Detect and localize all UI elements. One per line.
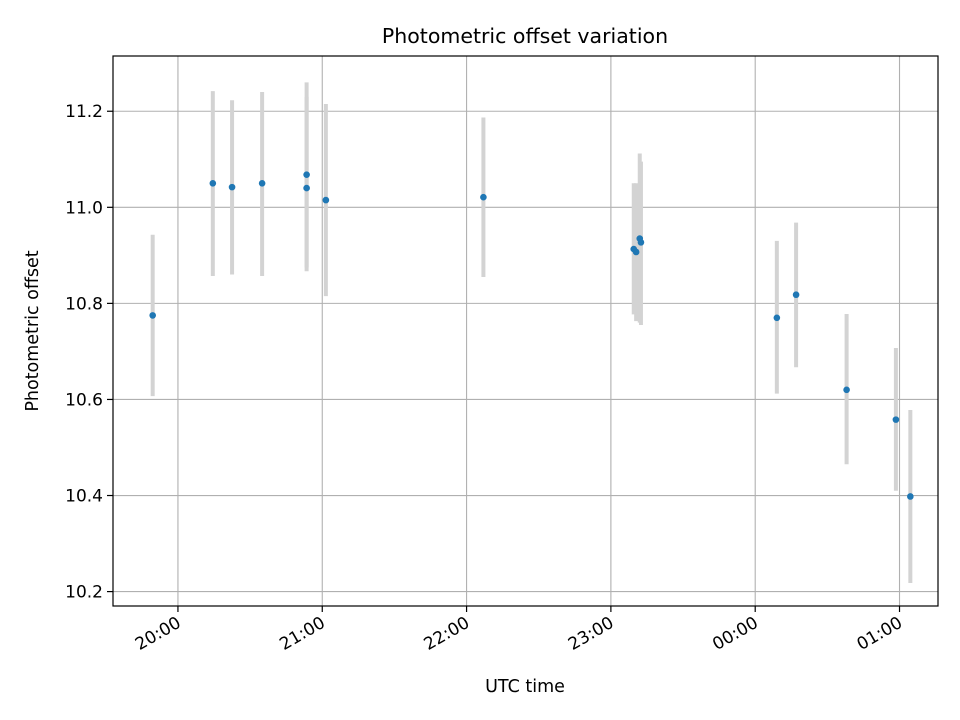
data-point bbox=[303, 171, 310, 178]
data-point bbox=[637, 239, 645, 246]
y-tick-label: 10.4 bbox=[65, 487, 103, 507]
y-tick-label: 11.2 bbox=[65, 102, 103, 122]
y-axis-ticks: 10.2 10.4 10.6 10.8 11.0 11.2 bbox=[65, 102, 113, 603]
error-bars bbox=[150, 82, 913, 583]
y-tick-label: 10.6 bbox=[65, 390, 103, 410]
data-point bbox=[892, 416, 900, 423]
data-point bbox=[303, 184, 310, 192]
x-axis-label: UTC time bbox=[485, 677, 565, 697]
y-tick-label: 11.0 bbox=[65, 198, 103, 218]
y-tick-label: 10.2 bbox=[65, 583, 103, 603]
data-point bbox=[480, 193, 487, 201]
data-points bbox=[149, 171, 914, 500]
x-tick-label: 00:00 bbox=[709, 613, 761, 655]
data-point bbox=[228, 183, 236, 191]
chart-title: Photometric offset variation bbox=[382, 24, 668, 48]
plot-area-frame bbox=[112, 55, 939, 607]
data-point bbox=[209, 179, 217, 187]
x-tick-label: 22:00 bbox=[421, 613, 473, 655]
y-axis-label: Photometric offset bbox=[23, 250, 43, 411]
x-tick-label: 20:00 bbox=[132, 613, 184, 655]
y-tick-label: 10.8 bbox=[65, 294, 103, 314]
x-axis-ticks: 20:00 21:00 22:00 23:00 00:00 01:00 bbox=[132, 606, 906, 655]
x-tick-label: 21:00 bbox=[276, 613, 328, 655]
x-tick-label: 01:00 bbox=[854, 613, 906, 655]
data-point bbox=[843, 386, 850, 394]
data-point bbox=[322, 196, 330, 204]
grid-lines bbox=[113, 56, 938, 606]
data-point bbox=[907, 493, 914, 500]
x-tick-label: 23:00 bbox=[565, 613, 617, 655]
data-point bbox=[258, 179, 266, 187]
data-point bbox=[149, 312, 156, 319]
data-point bbox=[773, 314, 781, 322]
data-point bbox=[792, 291, 800, 299]
data-point bbox=[632, 248, 640, 256]
